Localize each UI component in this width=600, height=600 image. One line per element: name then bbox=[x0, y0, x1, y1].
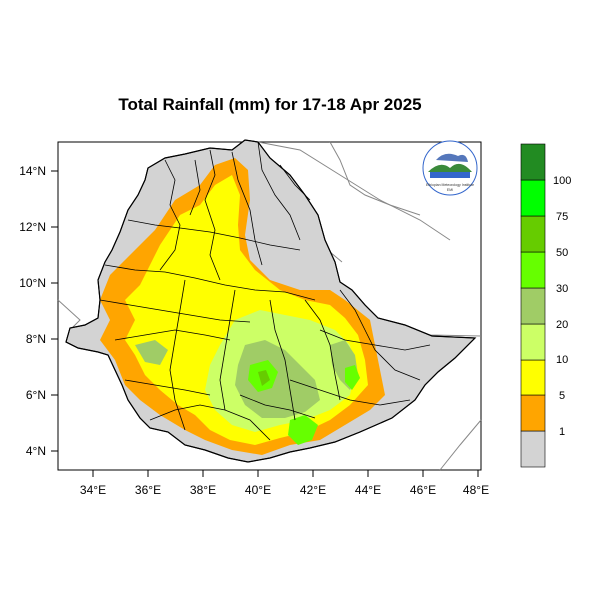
legend-label-50: 50 bbox=[556, 247, 568, 259]
legend-swatch-1 bbox=[520, 394, 546, 432]
lon-tick-38: 38°E bbox=[190, 483, 216, 497]
admin-boundaries bbox=[99, 141, 431, 441]
legend-label-5: 5 bbox=[559, 390, 565, 402]
legend-swatch-4 bbox=[520, 287, 546, 325]
legend-swatch-6 bbox=[520, 215, 546, 253]
legend-label-10: 10 bbox=[556, 354, 568, 366]
lat-tick-12: 12°N bbox=[19, 220, 46, 234]
legend-swatch-0 bbox=[520, 430, 546, 468]
lat-tick-14: 14°N bbox=[19, 164, 46, 178]
lon-tick-46: 46°E bbox=[410, 483, 436, 497]
map-title: Total Rainfall (mm) for 17-18 Apr 2025 bbox=[118, 95, 422, 114]
lon-tick-42: 42°E bbox=[300, 483, 326, 497]
emi-logo: Ethiopian Meteorology Institute EMI bbox=[422, 140, 478, 196]
lon-tick-44: 44°E bbox=[355, 483, 381, 497]
legend-swatch-5 bbox=[520, 251, 546, 289]
lat-tick-labels: 14°N 12°N 10°N 8°N 6°N 4°N bbox=[19, 164, 46, 458]
legend-swatch-3 bbox=[520, 323, 546, 361]
lon-tick-34: 34°E bbox=[80, 483, 106, 497]
lon-tick-48: 48°E bbox=[463, 483, 489, 497]
lon-tick-labels: 34°E 36°E 38°E 40°E 42°E 44°E 46°E 48°E bbox=[80, 483, 489, 497]
logo-text: Ethiopian Meteorology Institute bbox=[426, 183, 474, 187]
lat-tick-4: 4°N bbox=[26, 444, 46, 458]
legend-swatch-7 bbox=[520, 179, 546, 217]
legend-swatch-2 bbox=[520, 359, 546, 396]
legend-labels: 1 5 10 20 30 50 75 100 bbox=[553, 175, 571, 438]
legend-label-100: 100 bbox=[553, 175, 571, 187]
legend-label-20: 20 bbox=[556, 319, 568, 331]
legend-colorbar bbox=[520, 143, 546, 468]
lon-tick-36: 36°E bbox=[135, 483, 161, 497]
lon-tick-40: 40°E bbox=[245, 483, 271, 497]
legend-label-75: 75 bbox=[556, 211, 568, 223]
lat-tick-10: 10°N bbox=[19, 276, 46, 290]
legend-label-1: 1 bbox=[559, 426, 565, 438]
legend-label-30: 30 bbox=[556, 283, 568, 295]
rainfall-shading bbox=[100, 158, 385, 455]
lat-tick-8: 8°N bbox=[26, 332, 46, 346]
legend-swatch-8 bbox=[520, 143, 546, 181]
logo-sub: EMI bbox=[447, 188, 453, 192]
ethiopia-outline bbox=[65, 139, 477, 463]
axis-ticks bbox=[51, 170, 479, 477]
lat-tick-6: 6°N bbox=[26, 388, 46, 402]
